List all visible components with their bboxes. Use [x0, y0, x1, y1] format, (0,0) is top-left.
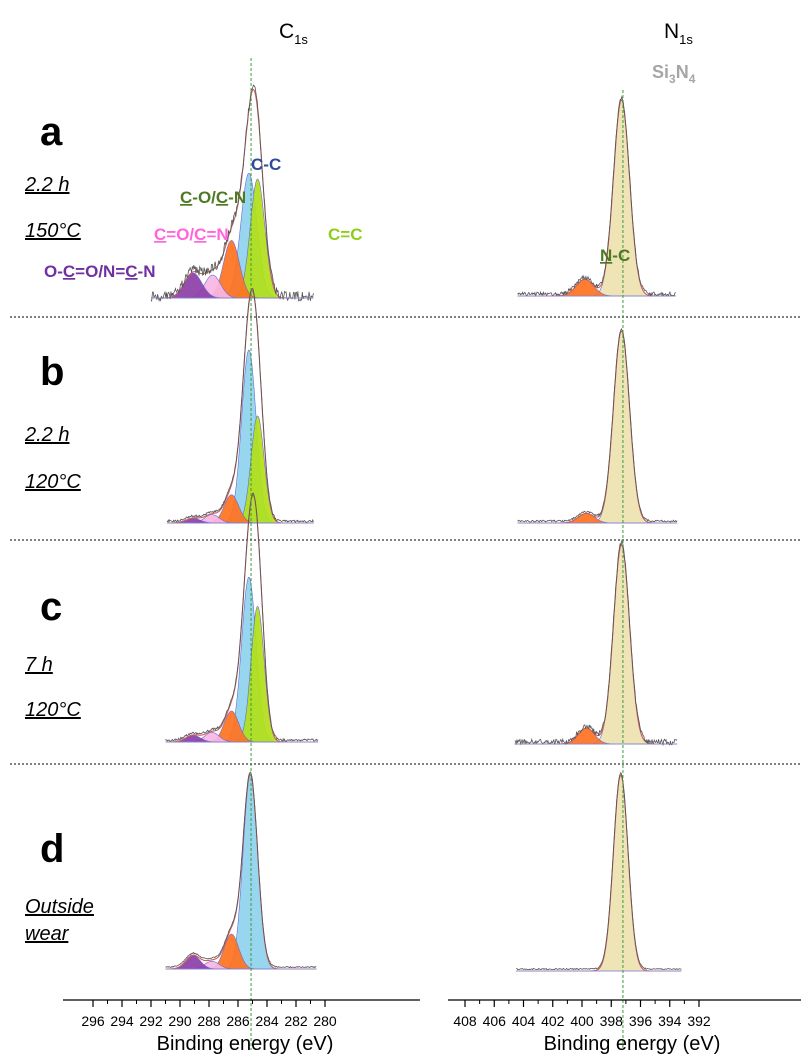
panel-d-labels: d Outside wear: [25, 827, 94, 945]
condition-temperature: 120°C: [25, 471, 81, 493]
n1s-panel-d: [516, 772, 682, 972]
tick-label: 396: [629, 1013, 653, 1029]
n1s-axis-title: Binding energy (eV): [544, 1033, 721, 1055]
tick-label: 394: [658, 1013, 682, 1029]
component-si3n4: [516, 774, 682, 972]
n1s-header: N1s: [664, 20, 693, 47]
n1s-panel-a: [517, 95, 676, 298]
tick-label: 290: [168, 1013, 192, 1029]
condition-temperature: 150°C: [25, 220, 81, 242]
peak-label-nc: N-C: [600, 246, 630, 265]
panel-letter: b: [40, 350, 64, 394]
c1s-x-axis: 296 294 292 290 288 286 284 282 280: [63, 999, 420, 1029]
raw-spectrum: [150, 84, 314, 302]
tick-label: 280: [313, 1013, 337, 1029]
panel-c-labels: c 7 h 120°C: [25, 585, 81, 721]
panel-letter: a: [40, 110, 63, 154]
condition-sample: Outside: [25, 896, 94, 918]
condition-time: 7 h: [25, 654, 53, 676]
si3n4-label: Si3N4: [652, 62, 696, 86]
tick-label: 282: [284, 1013, 308, 1029]
c1s-axis-title: Binding energy (eV): [157, 1033, 334, 1055]
tick-label: 404: [512, 1013, 536, 1029]
fit-envelope: [517, 99, 676, 297]
c1s-panel-c: [165, 492, 319, 743]
raw-spectrum: [517, 95, 676, 298]
component-c-c: [165, 577, 318, 743]
raw-spectrum: [165, 771, 317, 969]
n1s-x-axis: 408 406 404 402 400 398 396 394 392: [448, 999, 801, 1029]
peak-label-co-cn: C-O/C-N: [180, 188, 246, 207]
peak-label-cdc: C=C: [328, 225, 362, 244]
panel-letter: d: [40, 827, 64, 871]
tick-label: 296: [81, 1013, 105, 1029]
spectra-layer: [150, 84, 682, 972]
component-si3n4: [517, 330, 678, 524]
tick-label: 398: [600, 1013, 624, 1029]
fit-envelope: [514, 544, 678, 745]
peak-label-cc: C-C: [251, 155, 281, 174]
fit-envelope: [517, 330, 678, 524]
panel-a-labels: a 2.2 h 150°C: [24, 110, 81, 242]
tick-label: 408: [453, 1013, 477, 1029]
condition-temperature: 120°C: [25, 699, 81, 721]
condition-time: 2.2 h: [24, 174, 69, 196]
condition-region: wear: [25, 923, 70, 945]
component-si3n4: [514, 544, 678, 745]
tick-label: 292: [139, 1013, 163, 1029]
raw-spectrum: [166, 287, 314, 524]
peak-label-ococ: O-C=O/N=C-N: [44, 262, 156, 281]
component-c-c: [167, 349, 314, 524]
tick-label: 294: [110, 1013, 134, 1029]
tick-label: 402: [541, 1013, 565, 1029]
raw-spectrum: [516, 772, 682, 971]
c1s-header: C1s: [279, 20, 308, 47]
c1s-panel-a: [150, 84, 314, 302]
panel-separators: [10, 316, 801, 765]
tick-label: 406: [483, 1013, 507, 1029]
tick-label: 284: [255, 1013, 279, 1029]
tick-label: 392: [687, 1013, 711, 1029]
c1s-panel-d: [165, 771, 317, 970]
tick-label: 400: [570, 1013, 594, 1029]
raw-spectrum: [514, 539, 678, 747]
tick-label: 286: [226, 1013, 250, 1029]
n1s-panel-b: [517, 328, 678, 524]
peak-label-co-cn-double: C=O/C=N: [154, 225, 229, 244]
n1s-panel-c: [514, 539, 678, 747]
tick-label: 288: [197, 1013, 221, 1029]
raw-spectrum: [517, 328, 678, 523]
c1s-panel-b: [166, 287, 314, 524]
fit-envelope: [516, 774, 682, 972]
condition-time: 2.2 h: [24, 424, 69, 446]
panel-letter: c: [40, 585, 62, 629]
raw-spectrum: [165, 492, 319, 742]
panel-b-labels: b 2.2 h 120°C: [24, 350, 81, 493]
component-si3n4: [517, 99, 676, 297]
